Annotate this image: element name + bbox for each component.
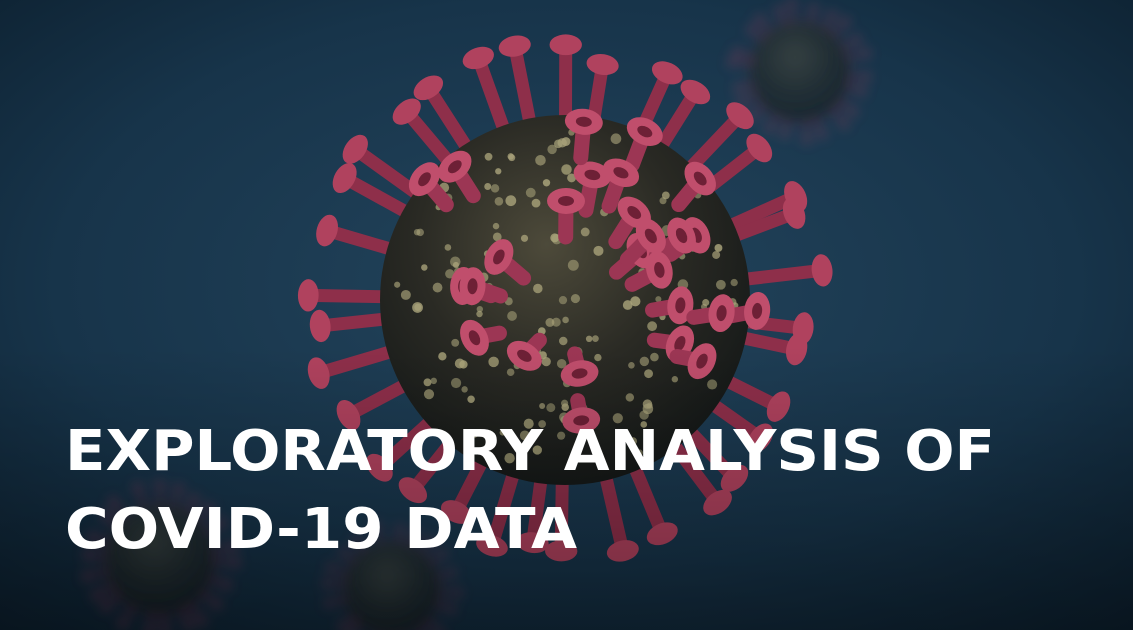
title-line: EXPLORATORY ANALYSIS OF (65, 419, 995, 484)
title-line: COVID-19 DATA (65, 497, 578, 562)
